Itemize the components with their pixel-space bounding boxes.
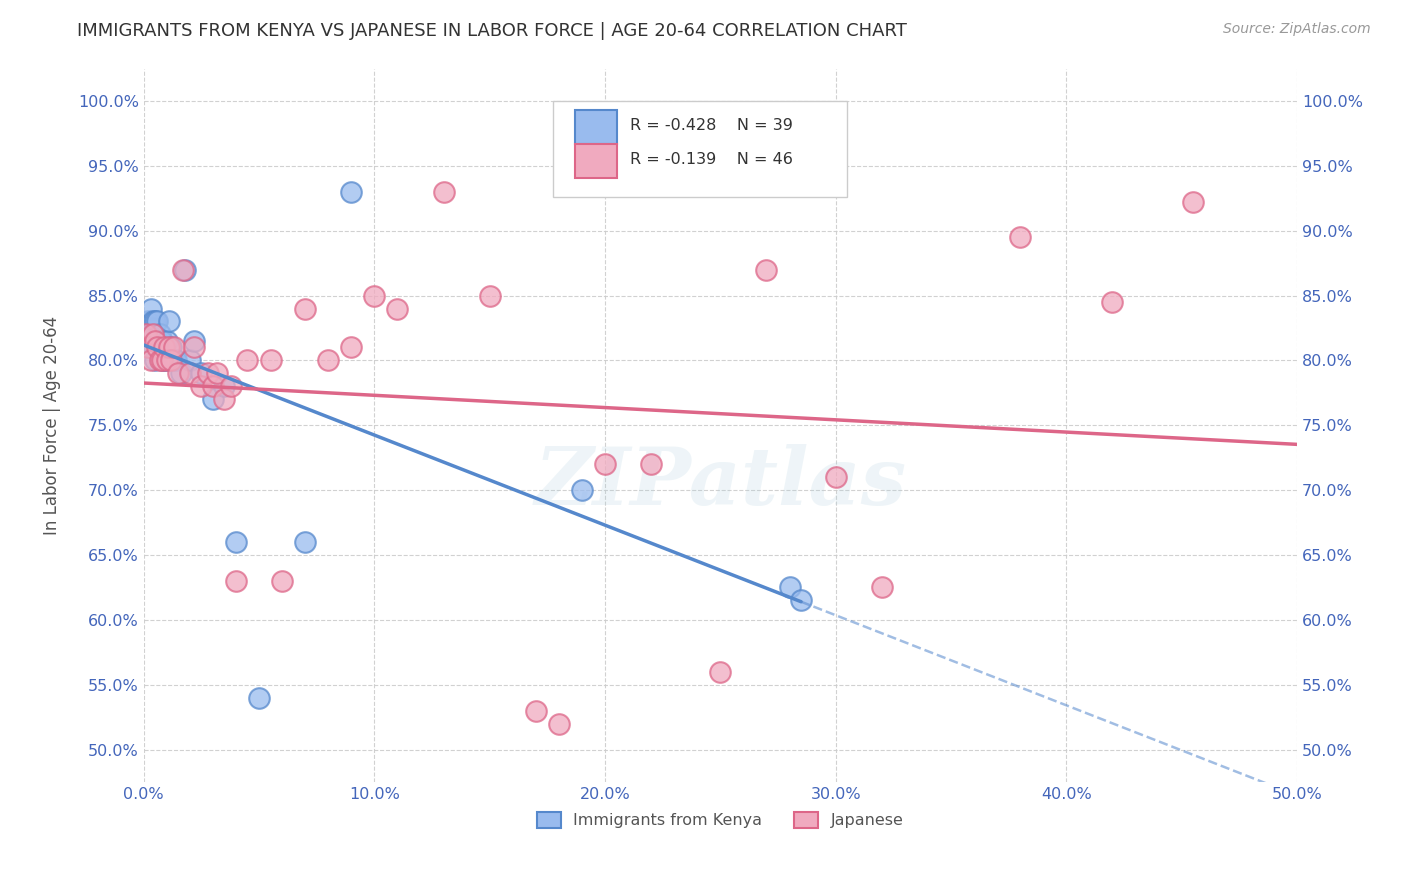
Point <box>183 334 205 348</box>
Point <box>162 340 184 354</box>
Point <box>183 340 205 354</box>
Point <box>156 353 179 368</box>
Point <box>432 185 454 199</box>
Point <box>169 367 191 381</box>
FancyBboxPatch shape <box>553 101 848 197</box>
Point <box>156 334 179 348</box>
Point <box>294 535 316 549</box>
Point <box>136 334 159 348</box>
Point <box>190 379 212 393</box>
Point <box>160 340 183 354</box>
Point <box>1101 295 1123 310</box>
Point <box>271 574 294 588</box>
Point <box>824 470 846 484</box>
Point <box>247 690 270 705</box>
Point <box>157 314 180 328</box>
Point <box>153 340 176 354</box>
Point <box>143 353 166 368</box>
Point <box>136 314 159 328</box>
Point <box>478 288 501 302</box>
Point <box>340 185 363 199</box>
Point <box>149 340 172 354</box>
Point <box>172 262 194 277</box>
Point <box>142 314 165 328</box>
FancyBboxPatch shape <box>575 145 616 178</box>
Point <box>160 353 183 368</box>
Point <box>571 483 593 497</box>
Point <box>221 379 243 393</box>
Point <box>225 535 247 549</box>
Point <box>207 367 229 381</box>
Point <box>363 288 385 302</box>
Point <box>153 340 176 354</box>
Point <box>779 581 801 595</box>
Point <box>174 262 197 277</box>
Point <box>167 367 190 381</box>
Point <box>150 353 173 368</box>
Point <box>870 581 893 595</box>
Y-axis label: In Labor Force | Age 20-64: In Labor Force | Age 20-64 <box>44 316 60 535</box>
Point <box>157 340 180 354</box>
Point <box>709 665 731 679</box>
Point <box>139 301 162 316</box>
Point <box>502 859 524 873</box>
Point <box>150 353 173 368</box>
Point <box>340 340 363 354</box>
Point <box>146 334 169 348</box>
Point <box>156 353 179 368</box>
Point <box>139 353 162 368</box>
Point <box>236 353 259 368</box>
Point <box>1010 230 1032 244</box>
Point <box>179 353 201 368</box>
Text: ZIPatlas: ZIPatlas <box>534 443 907 521</box>
Point <box>214 379 236 393</box>
Point <box>197 367 219 381</box>
Point <box>149 327 172 342</box>
Text: Source: ZipAtlas.com: Source: ZipAtlas.com <box>1223 22 1371 37</box>
Legend: Immigrants from Kenya, Japanese: Immigrants from Kenya, Japanese <box>530 805 910 835</box>
Text: IMMIGRANTS FROM KENYA VS JAPANESE IN LABOR FORCE | AGE 20-64 CORRELATION CHART: IMMIGRANTS FROM KENYA VS JAPANESE IN LAB… <box>77 22 907 40</box>
Point <box>201 379 224 393</box>
Point <box>1182 195 1205 210</box>
Point <box>214 392 236 407</box>
Point <box>142 327 165 342</box>
FancyBboxPatch shape <box>575 110 616 145</box>
Point <box>162 353 184 368</box>
Point <box>225 574 247 588</box>
Point <box>259 353 281 368</box>
Point <box>146 314 169 328</box>
Point <box>150 334 173 348</box>
Point <box>201 392 224 407</box>
Text: R = -0.428    N = 39: R = -0.428 N = 39 <box>630 118 793 133</box>
Point <box>179 367 201 381</box>
Point <box>135 327 157 342</box>
Point <box>294 301 316 316</box>
Text: R = -0.139    N = 46: R = -0.139 N = 46 <box>630 153 793 168</box>
Point <box>190 367 212 381</box>
Point <box>143 334 166 348</box>
Point <box>524 704 547 718</box>
Point <box>139 321 162 335</box>
Point <box>640 457 662 471</box>
Point <box>139 340 162 354</box>
Point <box>143 314 166 328</box>
Point <box>153 353 176 368</box>
Point <box>146 340 169 354</box>
Point <box>165 353 187 368</box>
Point <box>143 334 166 348</box>
Point <box>755 262 778 277</box>
Point <box>790 593 813 607</box>
Point <box>547 716 569 731</box>
Point <box>136 340 159 354</box>
Point <box>316 353 339 368</box>
Point <box>387 301 409 316</box>
Point <box>142 327 165 342</box>
Point <box>149 353 172 368</box>
Point <box>593 457 616 471</box>
Point <box>135 327 157 342</box>
